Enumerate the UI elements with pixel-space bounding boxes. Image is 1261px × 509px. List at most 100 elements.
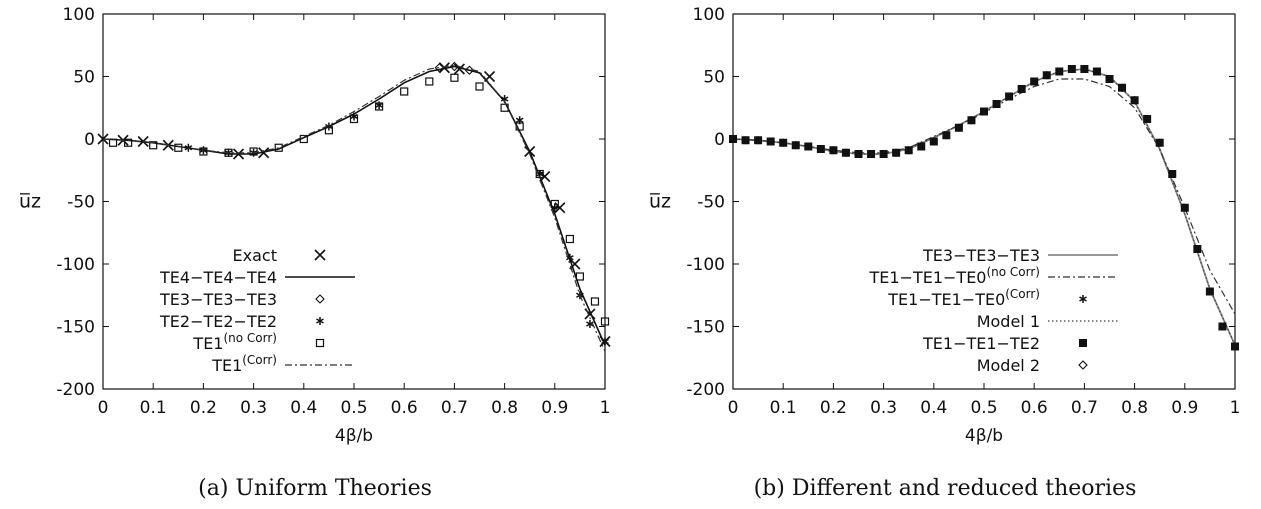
x-tick-label: 0.4 bbox=[290, 398, 317, 418]
x-tick-label: 0.7 bbox=[1071, 398, 1098, 418]
data-point bbox=[400, 87, 409, 96]
data-point bbox=[754, 136, 763, 145]
x-axis-label: 4β/b bbox=[965, 426, 1003, 446]
y-tick-label: -200 bbox=[686, 380, 725, 400]
chart-panel-a: 100 50 0 -50 -100 -150 -200 0 0.1 0.2 0.3 0.4 0.5 0.6… bbox=[0, 0, 630, 509]
data-point bbox=[816, 145, 825, 153]
data-point bbox=[766, 137, 775, 146]
legend-item: TE1−TE1−TE2 bbox=[922, 334, 1087, 353]
legend-label-main: TE3−TE3−TE3 bbox=[159, 290, 277, 309]
legend-item: TE4−TE4−TE4 bbox=[159, 268, 355, 287]
legend-label-main: Model 1 bbox=[977, 312, 1040, 331]
x-tick-label: 1 bbox=[600, 398, 611, 418]
data-point bbox=[600, 317, 610, 326]
plot-frame bbox=[732, 13, 1236, 390]
y-tick-label: 100 bbox=[693, 5, 725, 25]
legend-label-sup: (no Corr) bbox=[986, 265, 1040, 279]
x-tick-label: 0.9 bbox=[1171, 398, 1198, 418]
legend-label: TE3−TE3−TE3 bbox=[159, 290, 277, 309]
y-tick-label: -150 bbox=[686, 318, 725, 338]
data-point bbox=[879, 150, 888, 158]
legend-label: Model 2 bbox=[977, 356, 1040, 375]
legend-label-main: TE1 bbox=[211, 356, 242, 375]
legend: ExactTE4−TE4−TE4TE3−TE3−TE3TE2−TE2−TE2TE… bbox=[159, 246, 355, 375]
legend-item: TE1−TE1−TE0(no Corr) bbox=[868, 265, 1118, 287]
chart-panel-b: 100 50 0 -50 -100 -150 -200 0 0.1 0.2 0.3 0.4 0.5 0.6… bbox=[630, 0, 1261, 509]
x-tick-label: 0.2 bbox=[190, 398, 217, 418]
legend-label: TE1−TE1−TE0(Corr) bbox=[887, 287, 1040, 309]
legend-marker bbox=[315, 294, 325, 304]
data-point bbox=[565, 234, 574, 244]
legend-item: TE1−TE1−TE0(Corr) bbox=[887, 287, 1087, 309]
y-tick-label: -50 bbox=[697, 193, 725, 213]
data-point bbox=[1180, 203, 1189, 212]
data-point bbox=[1143, 115, 1152, 123]
legend-label-main: TE1−TE1−TE2 bbox=[922, 334, 1040, 353]
data-point bbox=[1130, 96, 1139, 105]
legend-label: TE2−TE2−TE2 bbox=[159, 312, 277, 331]
series-4 bbox=[729, 65, 1239, 351]
legend-label: TE1(no Corr) bbox=[192, 331, 277, 353]
x-tick-label: 0.8 bbox=[491, 398, 518, 418]
legend-label-sup: (no Corr) bbox=[223, 331, 277, 345]
data-point bbox=[954, 123, 963, 132]
legend-label-main: Exact bbox=[233, 246, 277, 265]
legend-label-main: TE1−TE1−TE0 bbox=[868, 268, 986, 287]
y-axis-label: u̅z bbox=[19, 191, 41, 213]
data-point bbox=[1017, 85, 1026, 93]
data-point bbox=[1042, 71, 1051, 80]
legend-item: Exact bbox=[233, 246, 326, 265]
legend-marker bbox=[315, 338, 325, 348]
data-point bbox=[450, 73, 459, 82]
caption-b: (b) Different and reduced theories bbox=[753, 476, 1137, 501]
data-point bbox=[729, 135, 737, 143]
data-point bbox=[1231, 342, 1239, 351]
y-tick-label: 50 bbox=[703, 68, 725, 88]
data-point bbox=[1155, 138, 1164, 147]
legend-item: TE1(Corr) bbox=[211, 353, 355, 375]
data-point bbox=[350, 112, 358, 121]
x-tick-label: 0 bbox=[98, 398, 109, 418]
y-axis-label: u̅z bbox=[649, 191, 671, 213]
x-tick-label: 0.4 bbox=[920, 398, 947, 418]
data-point bbox=[375, 102, 384, 111]
data-point bbox=[967, 116, 976, 125]
x-tick-label: 0.8 bbox=[1121, 398, 1148, 418]
x-tick-label: 0.3 bbox=[240, 398, 267, 418]
plot-frame bbox=[102, 13, 606, 390]
data-point bbox=[1005, 92, 1014, 101]
legend-label: Model 1 bbox=[977, 312, 1040, 331]
legend-label: TE3−TE3−TE3 bbox=[922, 246, 1040, 265]
data-point bbox=[942, 131, 951, 140]
x-tick-label: 0.7 bbox=[441, 398, 468, 418]
data-point bbox=[550, 199, 559, 209]
legend-item: Model 2 bbox=[977, 356, 1088, 375]
y-tick-label: 0 bbox=[714, 130, 725, 150]
x-tick-label: 0.5 bbox=[340, 398, 367, 418]
y-tick-label: -150 bbox=[56, 318, 95, 338]
x-tick-label: 0.2 bbox=[820, 398, 847, 418]
data-point bbox=[829, 146, 838, 155]
legend-label-sup: (Corr) bbox=[1005, 287, 1040, 301]
legend-label-main: TE3−TE3−TE3 bbox=[922, 246, 1040, 265]
data-point bbox=[149, 141, 158, 150]
x-tick-label: 0.9 bbox=[541, 398, 568, 418]
x-tick-label: 0.6 bbox=[391, 398, 418, 418]
data-point bbox=[569, 258, 581, 270]
data-point bbox=[535, 169, 544, 179]
data-point bbox=[904, 146, 913, 155]
y-tick-label: 50 bbox=[73, 68, 95, 88]
data-point bbox=[804, 142, 813, 151]
data-point bbox=[892, 148, 901, 157]
data-point bbox=[917, 142, 926, 151]
y-tick-label: 0 bbox=[84, 130, 95, 150]
legend-item: TE3−TE3−TE3 bbox=[159, 290, 325, 309]
legend-marker bbox=[1079, 339, 1087, 347]
data-point bbox=[425, 77, 434, 86]
x-tick-label: 0.3 bbox=[870, 398, 897, 418]
data-point bbox=[299, 134, 308, 144]
data-point bbox=[779, 138, 788, 147]
